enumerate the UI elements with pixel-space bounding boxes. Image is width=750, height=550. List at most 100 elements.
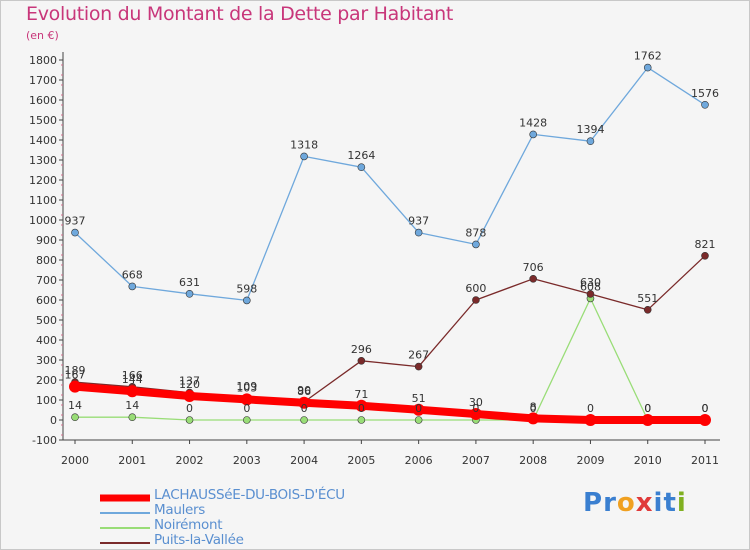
logo-letter: t xyxy=(663,488,677,518)
data-label: 166 xyxy=(122,369,143,382)
data-point xyxy=(71,413,79,422)
data-label: 0 xyxy=(415,402,422,415)
y-tick-label: 200 xyxy=(36,374,57,387)
data-point xyxy=(643,63,652,72)
data-label: 109 xyxy=(236,380,257,393)
x-tick-label: 2001 xyxy=(118,454,146,467)
legend-item: Noirémont xyxy=(100,517,420,533)
legend-swatch xyxy=(100,494,150,502)
data-label: 0 xyxy=(530,402,537,415)
data-point xyxy=(300,416,308,424)
y-tick-label: 100 xyxy=(36,394,57,407)
data-point xyxy=(527,412,540,425)
y-tick-label: 700 xyxy=(36,274,57,287)
data-point xyxy=(414,362,423,371)
data-label: 144 xyxy=(122,373,143,386)
y-tick-label: 900 xyxy=(36,234,57,247)
data-point xyxy=(243,416,251,424)
logo-letter: x xyxy=(635,488,654,518)
data-label: 1264 xyxy=(347,149,375,162)
data-point xyxy=(529,274,537,283)
data-label: 267 xyxy=(408,349,429,362)
data-label: 630 xyxy=(580,276,601,289)
data-label: 86 xyxy=(297,385,311,398)
data-point xyxy=(586,290,595,298)
x-tick-label: 2002 xyxy=(176,454,204,467)
series-line xyxy=(74,66,706,302)
data-label: 0 xyxy=(358,402,365,415)
data-point xyxy=(71,228,79,237)
data-label: 0 xyxy=(702,402,709,415)
logo-letter: P xyxy=(583,488,604,518)
data-point xyxy=(586,137,595,145)
data-label: 631 xyxy=(179,276,200,289)
data-label: 1576 xyxy=(691,87,719,100)
data-point xyxy=(357,356,366,365)
data-point xyxy=(584,414,597,426)
data-label: 937 xyxy=(408,215,429,228)
data-point xyxy=(183,390,196,402)
x-tick-label: 2011 xyxy=(691,454,719,467)
data-label: 189 xyxy=(65,364,86,377)
data-label: 14 xyxy=(125,399,139,412)
data-point xyxy=(243,296,251,305)
legend-label: Noirémont xyxy=(154,517,223,533)
data-point xyxy=(300,152,308,161)
y-tick-label: 1200 xyxy=(29,174,57,187)
data-label: 0 xyxy=(243,402,250,415)
data-label: 1394 xyxy=(576,123,604,136)
data-point xyxy=(298,396,311,409)
y-tick-label: 1600 xyxy=(29,94,57,107)
data-point xyxy=(414,416,423,424)
data-label: 0 xyxy=(186,402,193,415)
data-label: 0 xyxy=(702,402,709,415)
y-tick-label: 500 xyxy=(36,314,57,327)
data-label: 1428 xyxy=(519,116,547,129)
data-point xyxy=(643,305,652,314)
data-point xyxy=(701,252,709,260)
data-label: 1762 xyxy=(634,50,662,63)
y-tick-label: 1300 xyxy=(29,154,57,167)
y-tick-label: 1800 xyxy=(29,54,57,67)
logo-letter: i xyxy=(653,488,664,518)
data-point xyxy=(128,282,137,291)
series-line xyxy=(74,297,706,421)
data-point xyxy=(126,385,139,398)
data-label: 296 xyxy=(351,343,372,356)
legend-label: Puits-la-Vallée xyxy=(154,532,244,548)
data-point xyxy=(128,413,137,422)
data-label: 600 xyxy=(465,282,486,295)
y-tick-label: 1700 xyxy=(29,74,57,87)
data-label: 706 xyxy=(523,261,544,274)
legend-swatch xyxy=(100,542,150,544)
data-label: 30 xyxy=(469,396,483,409)
data-point xyxy=(185,289,194,298)
legend-item: Puits-la-Vallée xyxy=(100,532,420,548)
y-tick-label: 1500 xyxy=(29,114,57,127)
legend-label: Maulers xyxy=(154,502,206,518)
data-point xyxy=(412,403,425,416)
x-tick-label: 2005 xyxy=(347,454,375,467)
y-tick-label: 800 xyxy=(36,254,57,267)
series-line xyxy=(74,255,706,403)
y-tick-label: 600 xyxy=(36,294,57,307)
logo-letter: r xyxy=(603,488,617,518)
data-label: 0 xyxy=(644,402,651,415)
data-point xyxy=(185,416,194,424)
logo-letter: o xyxy=(616,488,636,518)
data-point xyxy=(69,380,81,393)
data-point xyxy=(355,399,368,412)
data-label: 598 xyxy=(236,282,257,295)
logo-letter: i xyxy=(676,488,687,518)
x-tick-label: 2006 xyxy=(405,454,433,467)
x-tick-label: 2000 xyxy=(61,454,89,467)
x-tick-label: 2010 xyxy=(634,454,662,467)
data-label: 14 xyxy=(68,399,82,412)
data-point xyxy=(641,414,654,426)
y-tick-label: 300 xyxy=(36,354,57,367)
data-label: 137 xyxy=(179,375,200,388)
chart-subtitle: (en €) xyxy=(26,29,59,42)
data-label: 90 xyxy=(297,384,311,397)
data-label: 821 xyxy=(695,238,716,251)
